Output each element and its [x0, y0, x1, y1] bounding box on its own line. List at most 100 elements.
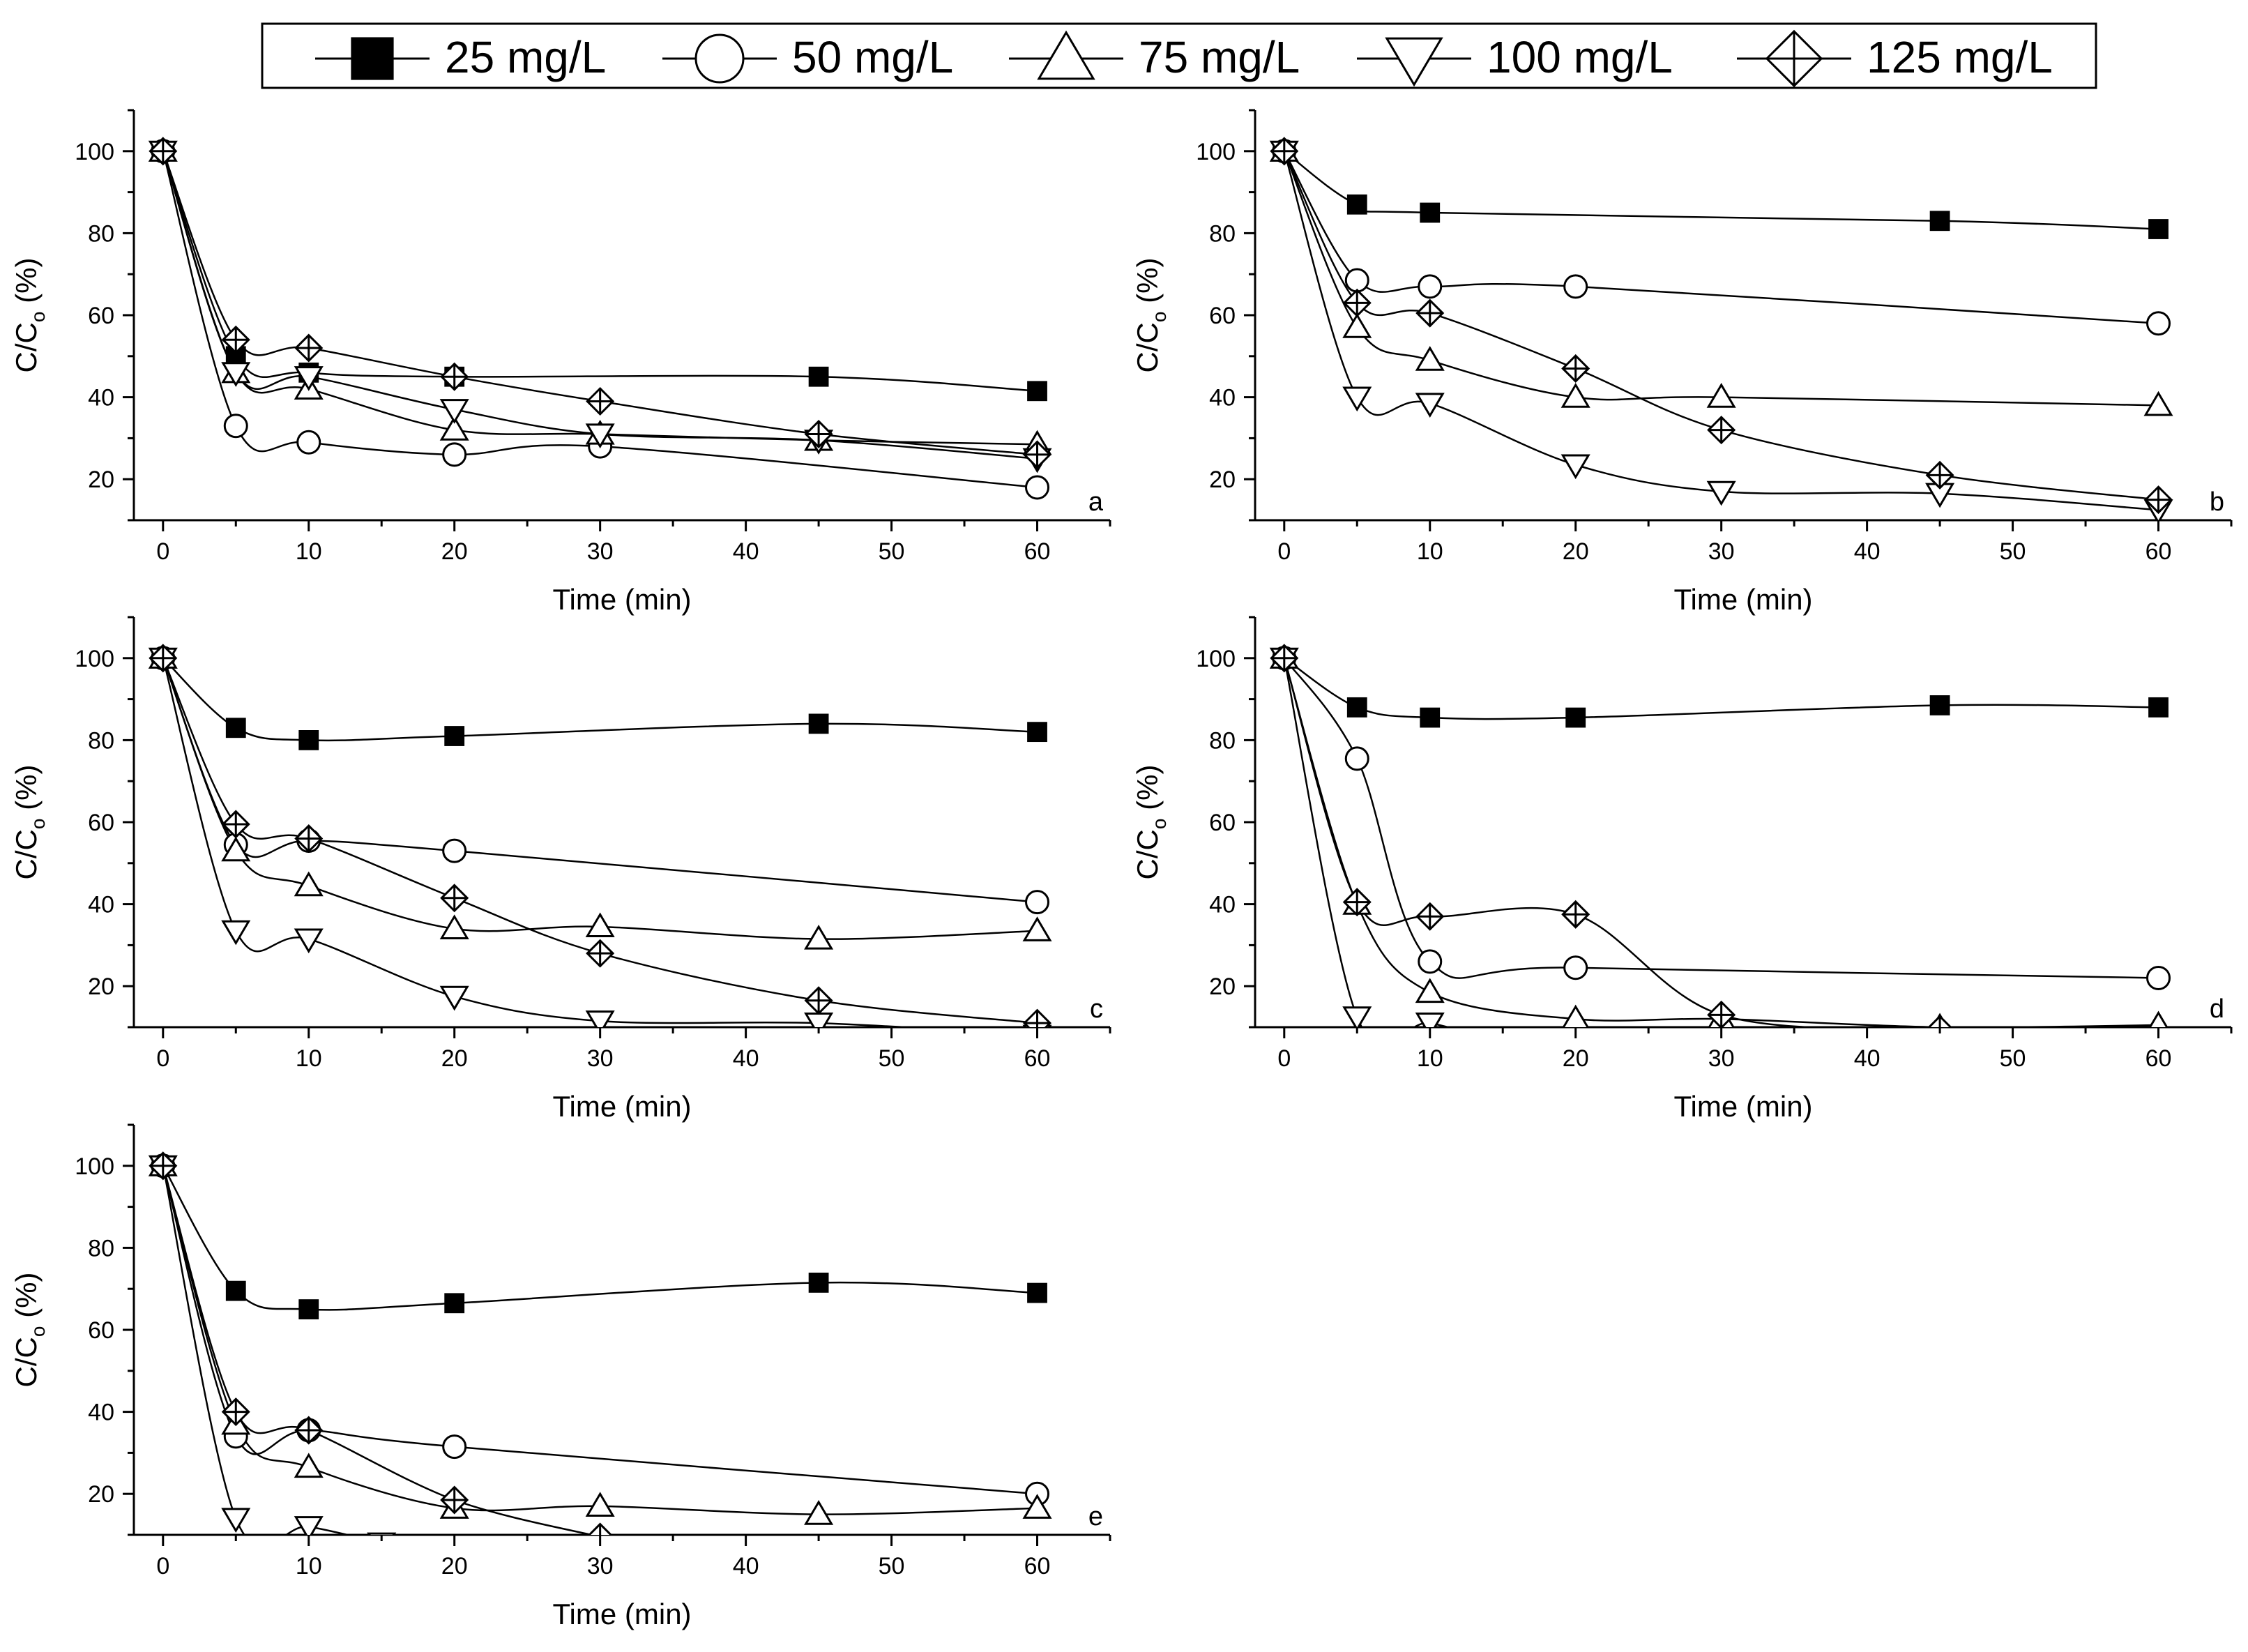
legend-marker-100-mg-l: [1385, 37, 1443, 87]
x-tick-label: 10: [296, 1045, 322, 1072]
legend-marker-50-mg-l: [694, 33, 745, 84]
series-lines: [162, 657, 1038, 1027]
axes: 0 10 20 30 40 50 60 20 40 60 80 100: [75, 1123, 1111, 1579]
x-tick-label: 60: [1024, 538, 1051, 565]
data-point-50-mg-l: [1563, 955, 1588, 980]
data-point-50-mg-l: [1344, 268, 1369, 293]
data-point-125-mg-l: [1707, 416, 1736, 445]
series-line-25-mg-l: [1284, 657, 2159, 720]
series-line-50-mg-l: [1283, 658, 2159, 979]
series-lines: [1283, 150, 2159, 511]
series-line-75-mg-l: [162, 658, 1038, 940]
x-tick-label: 50: [879, 538, 905, 565]
x-axis-label: Time (min): [1673, 583, 1812, 616]
y-tick-label: 100: [75, 646, 114, 672]
series-line-50-mg-l: [162, 658, 1038, 903]
data-point-75-mg-l: [1342, 313, 1372, 338]
x-axis-label: Time (min): [1673, 1090, 1812, 1123]
data-point-125-mg-l: [586, 386, 615, 416]
series-line-125-mg-l: [1283, 151, 2159, 501]
data-point-100-mg-l: [585, 1010, 615, 1027]
y-tick-label: 20: [88, 973, 114, 1000]
data-point-75-mg-l: [294, 1453, 324, 1478]
series-line-50-mg-l: [1283, 151, 2159, 325]
y-tick-label: 40: [1209, 892, 1236, 918]
series-markers: [148, 644, 1052, 1027]
series-line-25-mg-l: [162, 151, 1038, 393]
data-point-25-mg-l: [1420, 202, 1441, 223]
legend-label: 25 mg/L: [445, 32, 606, 82]
x-tick-label: 40: [1854, 538, 1881, 565]
data-point-100-mg-l: [1490, 1034, 1516, 1056]
series-line-50-mg-l: [162, 1165, 1038, 1495]
data-point-125-mg-l: [1707, 1000, 1736, 1027]
legend-label: 50 mg/L: [792, 32, 953, 82]
data-point-125-mg-l: [1270, 644, 1299, 673]
y-tick-label: 100: [75, 1153, 114, 1180]
x-tick-label: 20: [1563, 1045, 1589, 1072]
x-tick-label: 20: [441, 1553, 468, 1579]
data-point-125-mg-l: [294, 824, 324, 854]
data-point-100-mg-l: [294, 366, 324, 391]
legend-entry-100-mg-l: 100 mg/L: [1357, 32, 1673, 87]
data-point-125-mg-l: [2144, 485, 2173, 515]
data-point-125-mg-l: [1925, 460, 1954, 490]
data-point-75-mg-l: [294, 871, 324, 897]
y-tick-label: 20: [1209, 467, 1236, 493]
y-tick-label: 20: [88, 467, 114, 493]
data-point-100-mg-l: [439, 985, 469, 1011]
data-point-25-mg-l: [444, 726, 465, 746]
x-tick-label: 40: [1854, 1045, 1881, 1072]
x-tick-label: 0: [1277, 1045, 1291, 1072]
data-point-100-mg-l: [221, 920, 251, 946]
x-tick-label: 10: [1417, 538, 1443, 565]
data-point-25-mg-l: [1027, 722, 1047, 743]
data-point-75-mg-l: [585, 912, 615, 938]
panel-label: c: [1090, 994, 1103, 1024]
series-line-100-mg-l: [1283, 151, 2159, 511]
x-tick-label: 60: [2146, 538, 2172, 565]
data-point-25-mg-l: [1346, 697, 1367, 718]
series-line-100-mg-l: [162, 1165, 351, 1535]
data-point-25-mg-l: [808, 713, 829, 734]
data-point-25-mg-l: [298, 1299, 319, 1319]
data-point-100-mg-l: [367, 1532, 397, 1535]
data-point-50-mg-l: [1025, 890, 1050, 915]
panel-label: a: [1088, 487, 1104, 517]
x-tick-label: 0: [156, 1045, 169, 1072]
x-tick-label: 0: [156, 1553, 169, 1579]
x-tick-label: 50: [2000, 1045, 2026, 1072]
data-point-25-mg-l: [1420, 707, 1441, 728]
data-point-100-mg-l: [294, 1516, 324, 1535]
data-point-75-mg-l: [439, 914, 469, 939]
panel-label: b: [2210, 487, 2224, 517]
data-point-125-mg-l: [294, 1416, 324, 1445]
series-lines: [162, 1165, 1038, 1535]
x-axis-label: Time (min): [552, 1598, 691, 1630]
x-tick-label: 40: [733, 538, 759, 565]
data-point-50-mg-l: [296, 430, 321, 455]
data-point-25-mg-l: [444, 1293, 465, 1314]
y-tick-label: 100: [75, 139, 114, 165]
data-point-75-mg-l: [1562, 1004, 1589, 1027]
legend-label: 125 mg/L: [1867, 32, 2053, 82]
data-point-100-mg-l: [294, 928, 324, 954]
x-tick-label: 10: [296, 538, 322, 565]
series-markers: [1269, 137, 2173, 520]
y-tick-label: 80: [88, 220, 114, 247]
data-point-50-mg-l: [1418, 949, 1443, 974]
legend-label: 100 mg/L: [1487, 32, 1673, 82]
data-point-50-mg-l: [2146, 311, 2171, 336]
data-point-25-mg-l: [225, 1280, 246, 1301]
y-tick-label: 80: [88, 1235, 114, 1261]
data-point-125-mg-l: [1561, 900, 1590, 929]
y-tick-label: 100: [1196, 139, 1236, 165]
x-tick-label: 50: [879, 1553, 905, 1579]
x-axis-label: Time (min): [552, 1090, 691, 1123]
data-point-125-mg-l: [1342, 888, 1372, 917]
legend: 25 mg/L 50 mg/L 75 mg/L 100 mg/L 125 mg/L: [261, 22, 2097, 89]
x-tick-label: 10: [296, 1553, 322, 1579]
axes: 0 10 20 30 40 50 60 20 40 60 80 100: [75, 616, 1111, 1072]
data-point-25-mg-l: [2148, 219, 2169, 239]
